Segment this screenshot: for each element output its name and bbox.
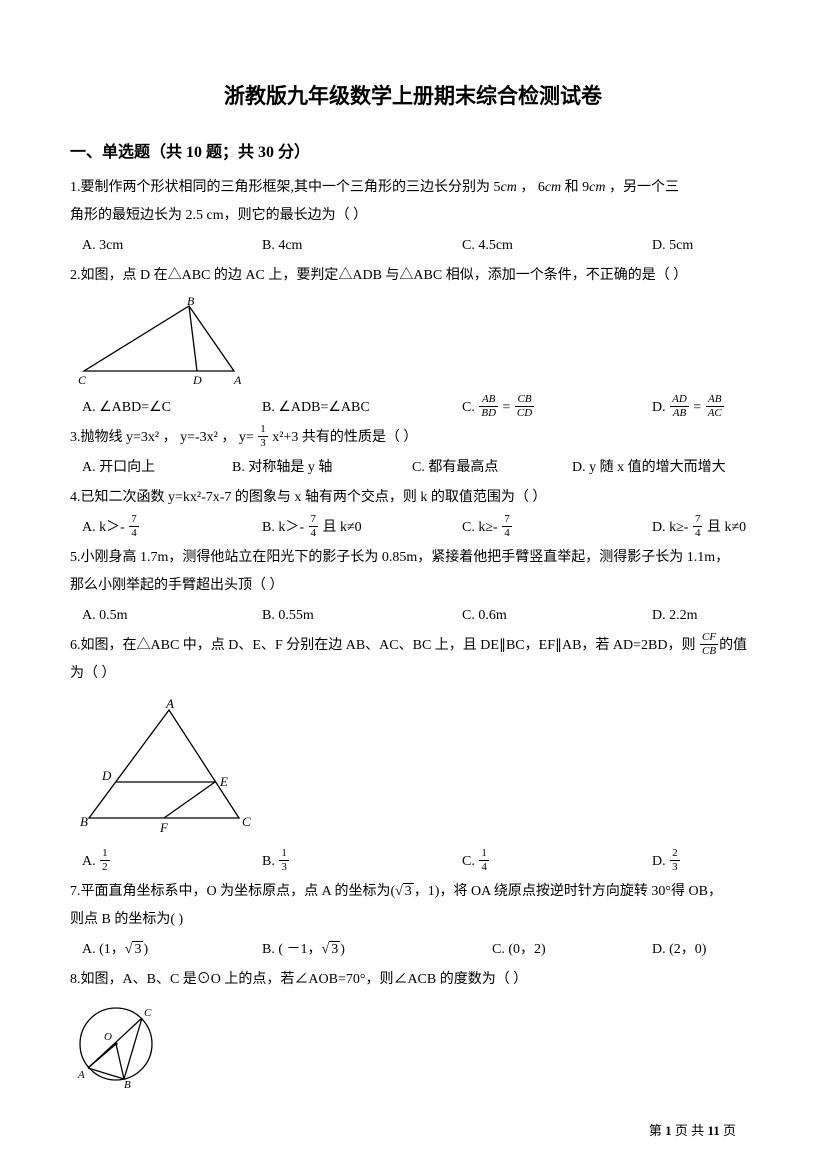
q2-opt-c: C. ABBD = CBCD xyxy=(462,394,652,422)
q1-opt-a: A. 3cm xyxy=(82,232,262,260)
question-8: 8.如图，A、B、C 是⊙O 上的点，若∠AOB=70°，则∠ACB 的度数为（… xyxy=(70,966,756,994)
q5-opt-a: A. 0.5m xyxy=(82,602,262,630)
svg-text:D: D xyxy=(101,768,112,783)
q6-l2: 为（ ） xyxy=(70,666,116,681)
q4-opt-d: D. k≥- 74 且 k≠0 xyxy=(652,514,756,542)
q6-l1-post: 的值 xyxy=(719,638,747,653)
q5-opt-b: B. 0.55m xyxy=(262,602,462,630)
q7-opt-a: A. (1，3) xyxy=(82,936,262,964)
q1-tail: ，另一个三 xyxy=(605,180,679,195)
q6-opt-a: A. 12 xyxy=(82,848,262,876)
circle-oabc-icon: O A B C xyxy=(74,1000,164,1088)
q3-pre: 3.抛物线 y=3x² ， y=-3x² ， y= xyxy=(70,430,257,445)
q7-opt-d: D. (2，0) xyxy=(652,936,756,964)
q2-opt-a: A. ∠ABD=∠C xyxy=(82,394,262,422)
q2-figure: B C D A xyxy=(74,296,756,388)
q4-options: A. k＞- 74 B. k＞- 74 且 k≠0 C. k≥- 74 D. k… xyxy=(70,514,756,542)
q4-opt-a: A. k＞- 74 xyxy=(82,514,262,542)
question-5: 5.小刚身高 1.7m，测得他站立在阳光下的影子长为 0.85m，紧接着他把手臂… xyxy=(70,544,756,600)
q4-opt-b: B. k＞- 74 且 k≠0 xyxy=(262,514,462,542)
q2-opt-b: B. ∠ADB=∠ABC xyxy=(262,394,462,422)
svg-text:A: A xyxy=(77,1069,85,1081)
question-6: 6.如图，在△ABC 中，点 D、E、F 分别在边 AB、AC、BC 上，且 D… xyxy=(70,632,756,688)
q3-opt-b: B. 对称轴是 y 轴 xyxy=(232,454,412,482)
q1-text-1: 1.要制作两个形状相同的三角形框架,其中一个三角形的三边长分别为 5 xyxy=(70,180,501,195)
q7-l2: 则点 B 的坐标为( ) xyxy=(70,912,183,927)
svg-text:O: O xyxy=(104,1031,112,1043)
svg-text:C: C xyxy=(78,373,87,387)
q6-figure: A D E B F C xyxy=(74,698,756,838)
q7-opt-c: C. (0，2) xyxy=(492,936,652,964)
q3-opt-a: A. 开口向上 xyxy=(82,454,232,482)
exam-title: 浙教版九年级数学上册期末综合检测试卷 xyxy=(70,80,756,110)
q8-text: 8.如图，A、B、C 是⊙O 上的点，若∠AOB=70°，则∠ACB 的度数为（… xyxy=(70,972,527,987)
q1-sep1: ， 6 xyxy=(517,180,545,195)
svg-text:D: D xyxy=(192,373,202,387)
q6-opt-d: D. 23 xyxy=(652,848,756,876)
q1-options: A. 3cm B. 4cm C. 4.5cm D. 5cm xyxy=(70,232,756,260)
q7-options: A. (1，3) B. ( －1，3) C. (0，2) D. (2，0) xyxy=(70,936,756,964)
q3-opt-c: C. 都有最高点 xyxy=(412,454,572,482)
triangle-def-icon: A D E B F C xyxy=(74,698,264,838)
q1-opt-d: D. 5cm xyxy=(652,232,756,260)
section-1-header: 一、单选题（共 10 题；共 30 分） xyxy=(70,138,756,162)
q3-post: x²+3 共有的性质是（ ） xyxy=(269,430,418,445)
page-footer: 第 1 页 共 11 页 xyxy=(649,1120,736,1139)
q3-opt-d: D. y 随 x 值的增大而增大 xyxy=(572,454,756,482)
q6-opt-c: C. 14 xyxy=(462,848,652,876)
q1-opt-c: C. 4.5cm xyxy=(462,232,652,260)
q6-options: A. 12 B. 13 C. 14 D. 23 xyxy=(70,848,756,876)
q4-opt-c: C. k≥- 74 xyxy=(462,514,652,542)
svg-text:C: C xyxy=(144,1007,152,1019)
q5-l1: 5.小刚身高 1.7m，测得他站立在阳光下的影子长为 0.85m，紧接着他把手臂… xyxy=(70,550,729,565)
q3-options: A. 开口向上 B. 对称轴是 y 轴 C. 都有最高点 D. y 随 x 值的… xyxy=(70,454,756,482)
svg-text:A: A xyxy=(233,373,242,387)
svg-text:A: A xyxy=(165,698,174,711)
q5-l2: 那么小刚举起的手臂超出头顶（ ） xyxy=(70,578,284,593)
q7-l1-pre: 7.平面直角坐标系中，O 为坐标原点，点 A 的坐标为( xyxy=(70,884,395,899)
question-2: 2.如图，点 D 在△ABC 的边 AC 上，要判定△ADB 与△ABC 相似，… xyxy=(70,262,756,290)
svg-text:B: B xyxy=(124,1079,131,1088)
q1-unit3: cm xyxy=(589,180,605,195)
svg-text:B: B xyxy=(80,814,88,829)
svg-text:C: C xyxy=(242,814,251,829)
q7-opt-b: B. ( －1，3) xyxy=(262,936,492,964)
question-1: 1.要制作两个形状相同的三角形框架,其中一个三角形的三边长分别为 5cm ， 6… xyxy=(70,174,756,230)
q1-opt-b: B. 4cm xyxy=(262,232,462,260)
q2-opt-d: D. ADAB = ABAC xyxy=(652,394,756,422)
q6-l1-pre: 6.如图，在△ABC 中，点 D、E、F 分别在边 AB、AC、BC 上，且 D… xyxy=(70,638,699,653)
q1-unit1: cm xyxy=(501,180,517,195)
q6-opt-b: B. 13 xyxy=(262,848,462,876)
svg-text:B: B xyxy=(187,296,195,308)
question-3: 3.抛物线 y=3x² ， y=-3x² ， y= 13 x²+3 共有的性质是… xyxy=(70,424,756,452)
q5-opt-d: D. 2.2m xyxy=(652,602,756,630)
triangle-abc-d-icon: B C D A xyxy=(74,296,254,388)
q5-options: A. 0.5m B. 0.55m C. 0.6m D. 2.2m xyxy=(70,602,756,630)
svg-text:F: F xyxy=(159,820,169,835)
q7-l1-post: ，1)，将 OA 绕原点按逆时针方向旋转 30°得 OB， xyxy=(414,884,722,899)
question-7: 7.平面直角坐标系中，O 为坐标原点，点 A 的坐标为(3，1)，将 OA 绕原… xyxy=(70,878,756,934)
svg-text:E: E xyxy=(219,774,228,789)
question-4: 4.已知二次函数 y=kx²-7x-7 的图象与 x 轴有两个交点，则 k 的取… xyxy=(70,484,756,512)
q8-figure: O A B C xyxy=(74,1000,756,1088)
q1-unit2: cm xyxy=(545,180,561,195)
q1-sep2: 和 9 xyxy=(561,180,589,195)
q1-text-2: 角形的最短边长为 2.5 cm，则它的最长边为（ ） xyxy=(70,208,367,223)
q2-options: A. ∠ABD=∠C B. ∠ADB=∠ABC C. ABBD = CBCD D… xyxy=(70,394,756,422)
q5-opt-c: C. 0.6m xyxy=(462,602,652,630)
